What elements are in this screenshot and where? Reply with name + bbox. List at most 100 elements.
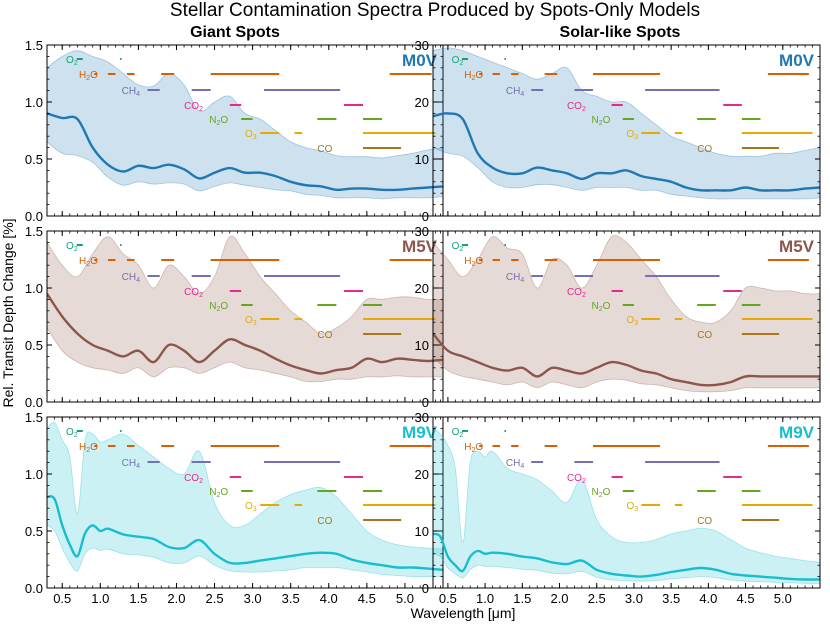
median-line	[47, 495, 443, 571]
label-co2: CO2	[567, 473, 586, 485]
label-o2: O2	[452, 427, 464, 439]
star-label: M0V	[779, 51, 815, 70]
label-co: CO	[697, 144, 712, 155]
star-label: M9V	[402, 423, 438, 442]
label-ch4: CH4	[506, 458, 524, 470]
x-tick-label: 3.5	[662, 591, 680, 606]
label-o3: O3	[245, 315, 257, 327]
label-o2: O2	[452, 55, 464, 67]
x-tick-label: 2.0	[550, 591, 568, 606]
uncertainty-band	[47, 50, 443, 200]
y-tick-label: 10	[415, 152, 429, 167]
y-tick-label: 10	[415, 524, 429, 539]
y-tick-label: 0.5	[25, 152, 43, 167]
label-n2o: N2O	[209, 301, 228, 313]
uncertainty-band	[433, 47, 820, 200]
label-o2: O2	[66, 427, 78, 439]
y-tick-label: 1.5	[25, 224, 43, 239]
y-tick-label: 0.0	[25, 395, 43, 410]
label-n2o: N2O	[592, 487, 611, 499]
x-tick-label: 2.0	[167, 591, 185, 606]
label-ch4: CH4	[506, 272, 524, 284]
label-o3: O3	[627, 129, 639, 141]
y-tick-label: 0.0	[25, 581, 43, 596]
star-label: M0V	[402, 51, 438, 70]
label-h2o: H2O	[79, 256, 98, 268]
x-tick-label: 3.0	[625, 591, 643, 606]
label-co2: CO2	[184, 287, 203, 299]
label-co2: CO2	[184, 101, 203, 113]
label-co2: CO2	[567, 101, 586, 113]
median-line	[47, 293, 443, 375]
x-tick-label: 4.5	[737, 591, 755, 606]
x-tick-label: 5.0	[396, 591, 414, 606]
star-label: M9V	[779, 423, 815, 442]
label-co: CO	[317, 516, 332, 527]
y-tick-label: 0	[422, 581, 429, 596]
label-o2: O2	[66, 55, 78, 67]
y-tick-label: 10	[415, 338, 429, 353]
y-tick-label: 0.5	[25, 338, 43, 353]
y-tick-label: 20	[415, 467, 429, 482]
x-tick-label: 3.5	[282, 591, 300, 606]
y-tick-label: 1.0	[25, 467, 43, 482]
y-tick-label: 1.5	[25, 410, 43, 425]
x-tick-label: 0.5	[439, 591, 457, 606]
y-tick-label: 30	[415, 38, 429, 53]
y-tick-label: 20	[415, 281, 429, 296]
label-co2: CO2	[184, 473, 203, 485]
label-ch4: CH4	[122, 86, 140, 98]
label-h2o: H2O	[464, 70, 483, 82]
x-tick-label: 2.5	[588, 591, 606, 606]
y-tick-label: 0	[422, 209, 429, 224]
label-n2o: N2O	[592, 301, 611, 313]
x-tick-label: 3.0	[244, 591, 262, 606]
label-co: CO	[317, 330, 332, 341]
x-tick-label: 5.0	[774, 591, 792, 606]
uncertainty-band	[47, 235, 443, 383]
label-h2o: H2O	[79, 70, 98, 82]
x-tick-label: 1.0	[91, 591, 109, 606]
column-title-solar: Solar-like Spots	[560, 24, 681, 41]
label-o2: O2	[66, 241, 78, 253]
median-line	[47, 112, 443, 192]
label-o2: O2	[452, 241, 464, 253]
y-tick-label: 0.0	[25, 209, 43, 224]
y-axis-label: Rel. Transit Depth Change [%]	[0, 218, 16, 407]
y-tick-label: 1.0	[25, 281, 43, 296]
label-h2o: H2O	[464, 442, 483, 454]
x-tick-label: 0.5	[53, 591, 71, 606]
y-tick-label: 0	[422, 395, 429, 410]
label-o3: O3	[627, 501, 639, 513]
y-tick-label: 30	[415, 410, 429, 425]
star-label: M5V	[779, 237, 815, 256]
median-line	[433, 532, 820, 581]
label-ch4: CH4	[122, 458, 140, 470]
label-co: CO	[697, 516, 712, 527]
x-axis-label: Wavelength [μm]	[411, 605, 516, 621]
x-tick-label: 1.5	[513, 591, 531, 606]
label-ch4: CH4	[506, 86, 524, 98]
label-o3: O3	[245, 129, 257, 141]
y-tick-label: 1.0	[25, 95, 43, 110]
y-tick-label: 20	[415, 95, 429, 110]
x-tick-label: 4.0	[320, 591, 338, 606]
label-co: CO	[317, 144, 332, 155]
label-n2o: N2O	[209, 115, 228, 127]
label-h2o: H2O	[79, 442, 98, 454]
x-tick-label: 1.0	[476, 591, 494, 606]
star-label: M5V	[402, 237, 438, 256]
y-tick-label: 30	[415, 224, 429, 239]
label-n2o: N2O	[209, 487, 228, 499]
panels: O2H2OCH4CO2N2OO3COM0V0.00.51.01.5O2H2OCH…	[25, 38, 821, 606]
